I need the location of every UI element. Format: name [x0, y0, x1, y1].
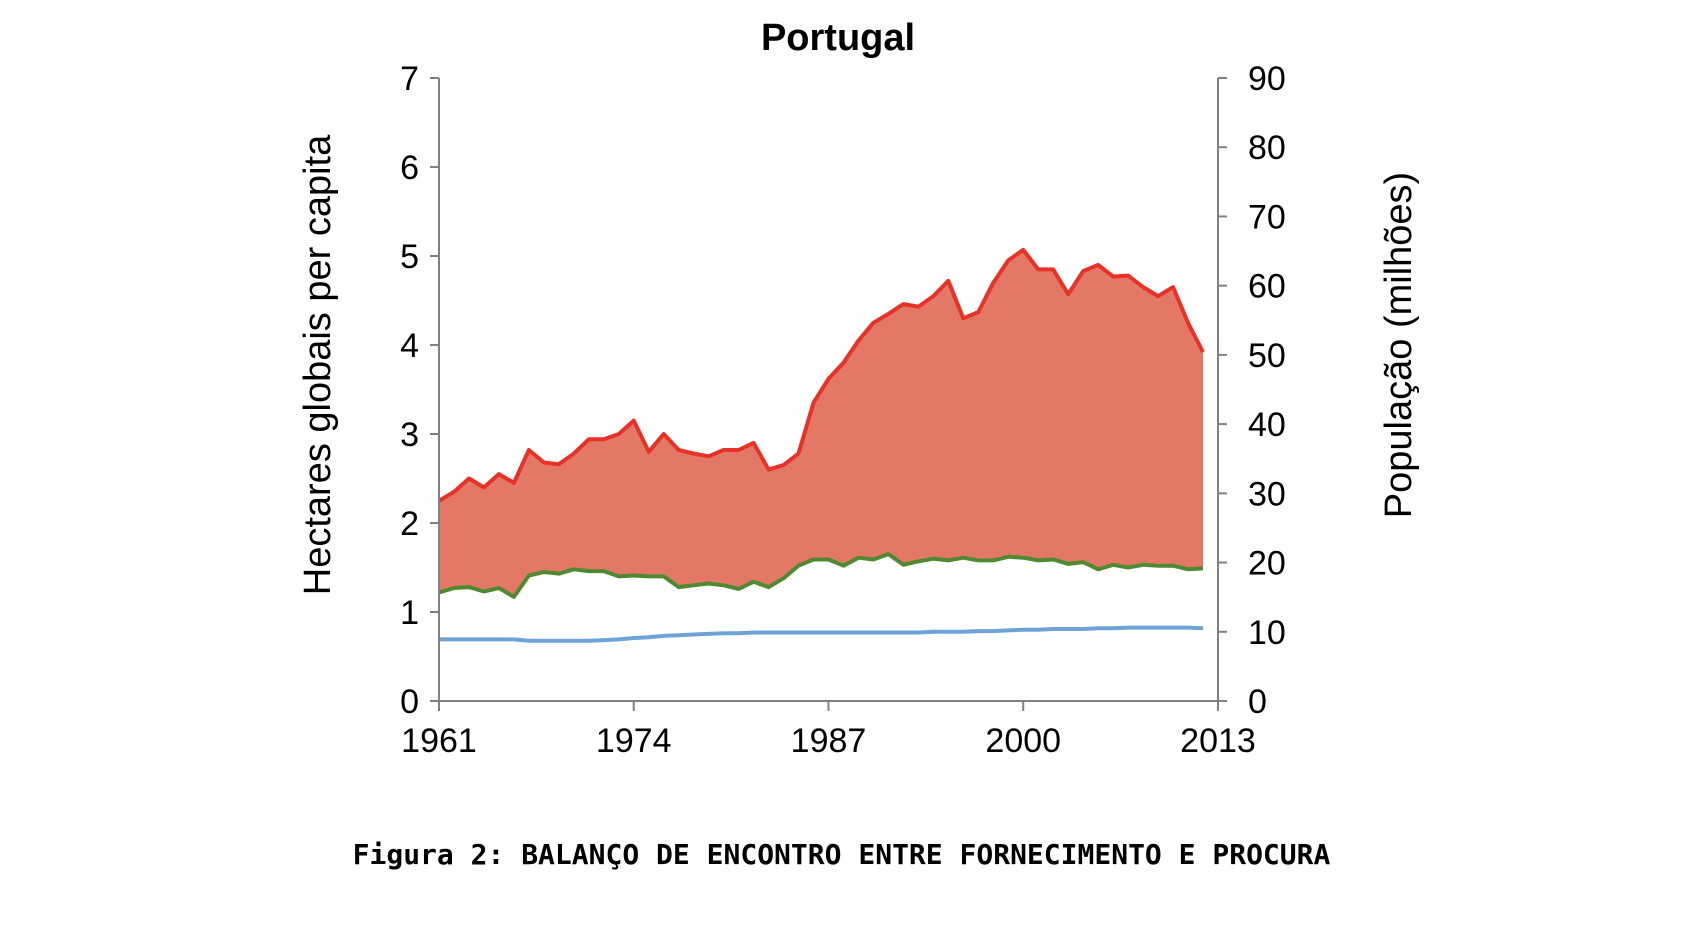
y2-tick-label: 40 [1248, 406, 1286, 444]
y2-tick-label: 0 [1248, 683, 1267, 721]
deficit-area [439, 249, 1203, 597]
x-tick-label: 1987 [791, 722, 867, 760]
y2-tick-label: 80 [1248, 129, 1286, 167]
plot-area [437, 247, 1205, 643]
y2-tick-label: 50 [1248, 337, 1286, 375]
biocapacity-line [438, 552, 1204, 599]
y2-tick-label: 10 [1248, 614, 1286, 652]
y-tick-label: 5 [400, 238, 419, 276]
y2-tick-label: 30 [1248, 475, 1286, 513]
y2-tick-label: 60 [1248, 268, 1286, 306]
y-tick-label: 6 [400, 149, 419, 187]
x-tick-label: 2013 [1180, 722, 1256, 760]
figure-caption: Figura 2: BALANÇO DE ENCONTRO ENTRE FORN… [352, 838, 1331, 871]
y-tick-label: 3 [400, 416, 419, 454]
y-tick-label: 7 [400, 60, 419, 98]
y2-tick-label: 90 [1248, 60, 1286, 98]
y2-tick-label: 20 [1248, 545, 1286, 583]
y-axis-label-left: Hectares globais per capita [297, 134, 339, 595]
x-tick-label: 1974 [596, 722, 672, 760]
x-tick-label: 1961 [401, 722, 477, 760]
population-line [439, 625, 1204, 643]
y-axis-label-right: População (milhões) [1378, 172, 1420, 518]
y-tick-label: 4 [400, 327, 419, 365]
y-tick-label: 0 [400, 683, 419, 721]
ecological-footprint-line [437, 247, 1205, 503]
x-tick-label: 2000 [985, 722, 1061, 760]
chart-title: Portugal [761, 17, 915, 59]
y2-tick-label: 70 [1248, 198, 1286, 236]
y-tick-label: 1 [400, 594, 419, 632]
y-tick-label: 2 [400, 505, 419, 543]
